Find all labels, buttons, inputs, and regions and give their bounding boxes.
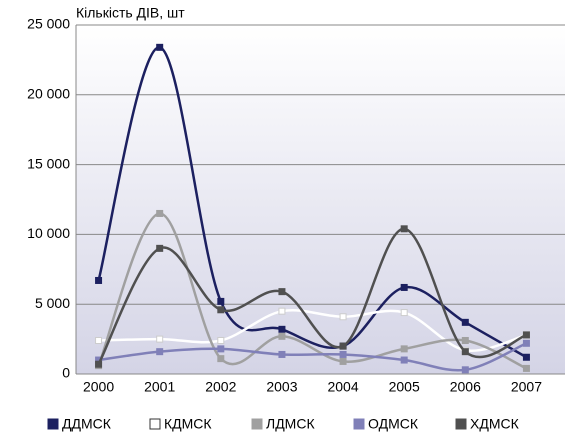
y-tick-label: 5 000 [35,295,70,311]
y-tick-label: 25 000 [27,16,70,32]
legend-label: ЛДМСК [266,416,315,432]
point-marker [461,318,469,326]
x-tick-label: 2005 [389,379,420,395]
point-marker [95,360,103,368]
x-tick-label: 2001 [144,379,175,395]
point-marker [400,225,408,233]
point-marker [461,366,469,374]
x-tick-label: 2007 [511,379,542,395]
point-marker [156,209,164,217]
point-marker [217,306,225,314]
x-tick-label: 2003 [266,379,297,395]
legend-label: ДДМСК [62,416,112,432]
point-marker [95,276,103,284]
plot-area [76,25,565,374]
point-marker [400,283,408,291]
point-marker [156,348,164,356]
x-tick-label: 2000 [83,379,114,395]
x-tick-label: 2006 [450,379,481,395]
y-tick-label: 0 [62,365,70,381]
point-marker [339,313,347,321]
point-marker [400,309,408,317]
series-line [97,46,528,359]
point-marker [461,336,469,344]
point-marker [522,339,530,347]
legend-label: ОДМСК [368,416,419,432]
legend-label: КДМСК [164,416,212,432]
point-marker [156,244,164,252]
point-marker [339,357,347,365]
x-tick-label: 2002 [205,379,236,395]
x-tick-label: 2004 [327,379,358,395]
point-marker [400,345,408,353]
legend-swatch [353,418,365,430]
point-marker [339,342,347,350]
point-marker [156,43,164,51]
y-tick-label: 15 000 [27,155,70,171]
point-marker [156,335,164,343]
legend-swatch [47,418,59,430]
point-marker [278,288,286,296]
point-marker [461,348,469,356]
point-marker [278,332,286,340]
point-marker [95,336,103,344]
point-marker [278,350,286,358]
point-marker [522,331,530,339]
point-marker [217,336,225,344]
legend-swatch [149,418,161,430]
point-marker [522,364,530,372]
y-tick-label: 10 000 [27,225,70,241]
legend-swatch [251,418,263,430]
point-marker [400,356,408,364]
point-marker [278,325,286,333]
legend-label: ХДМСК [470,416,520,432]
point-marker [217,355,225,363]
point-marker [217,297,225,305]
point-marker [522,353,530,361]
point-marker [217,345,225,353]
y-tick-label: 20 000 [27,86,70,102]
y-axis-title: Кількість ДІВ, шт [76,5,185,21]
point-marker [339,350,347,358]
legend-swatch [455,418,467,430]
point-marker [278,307,286,315]
